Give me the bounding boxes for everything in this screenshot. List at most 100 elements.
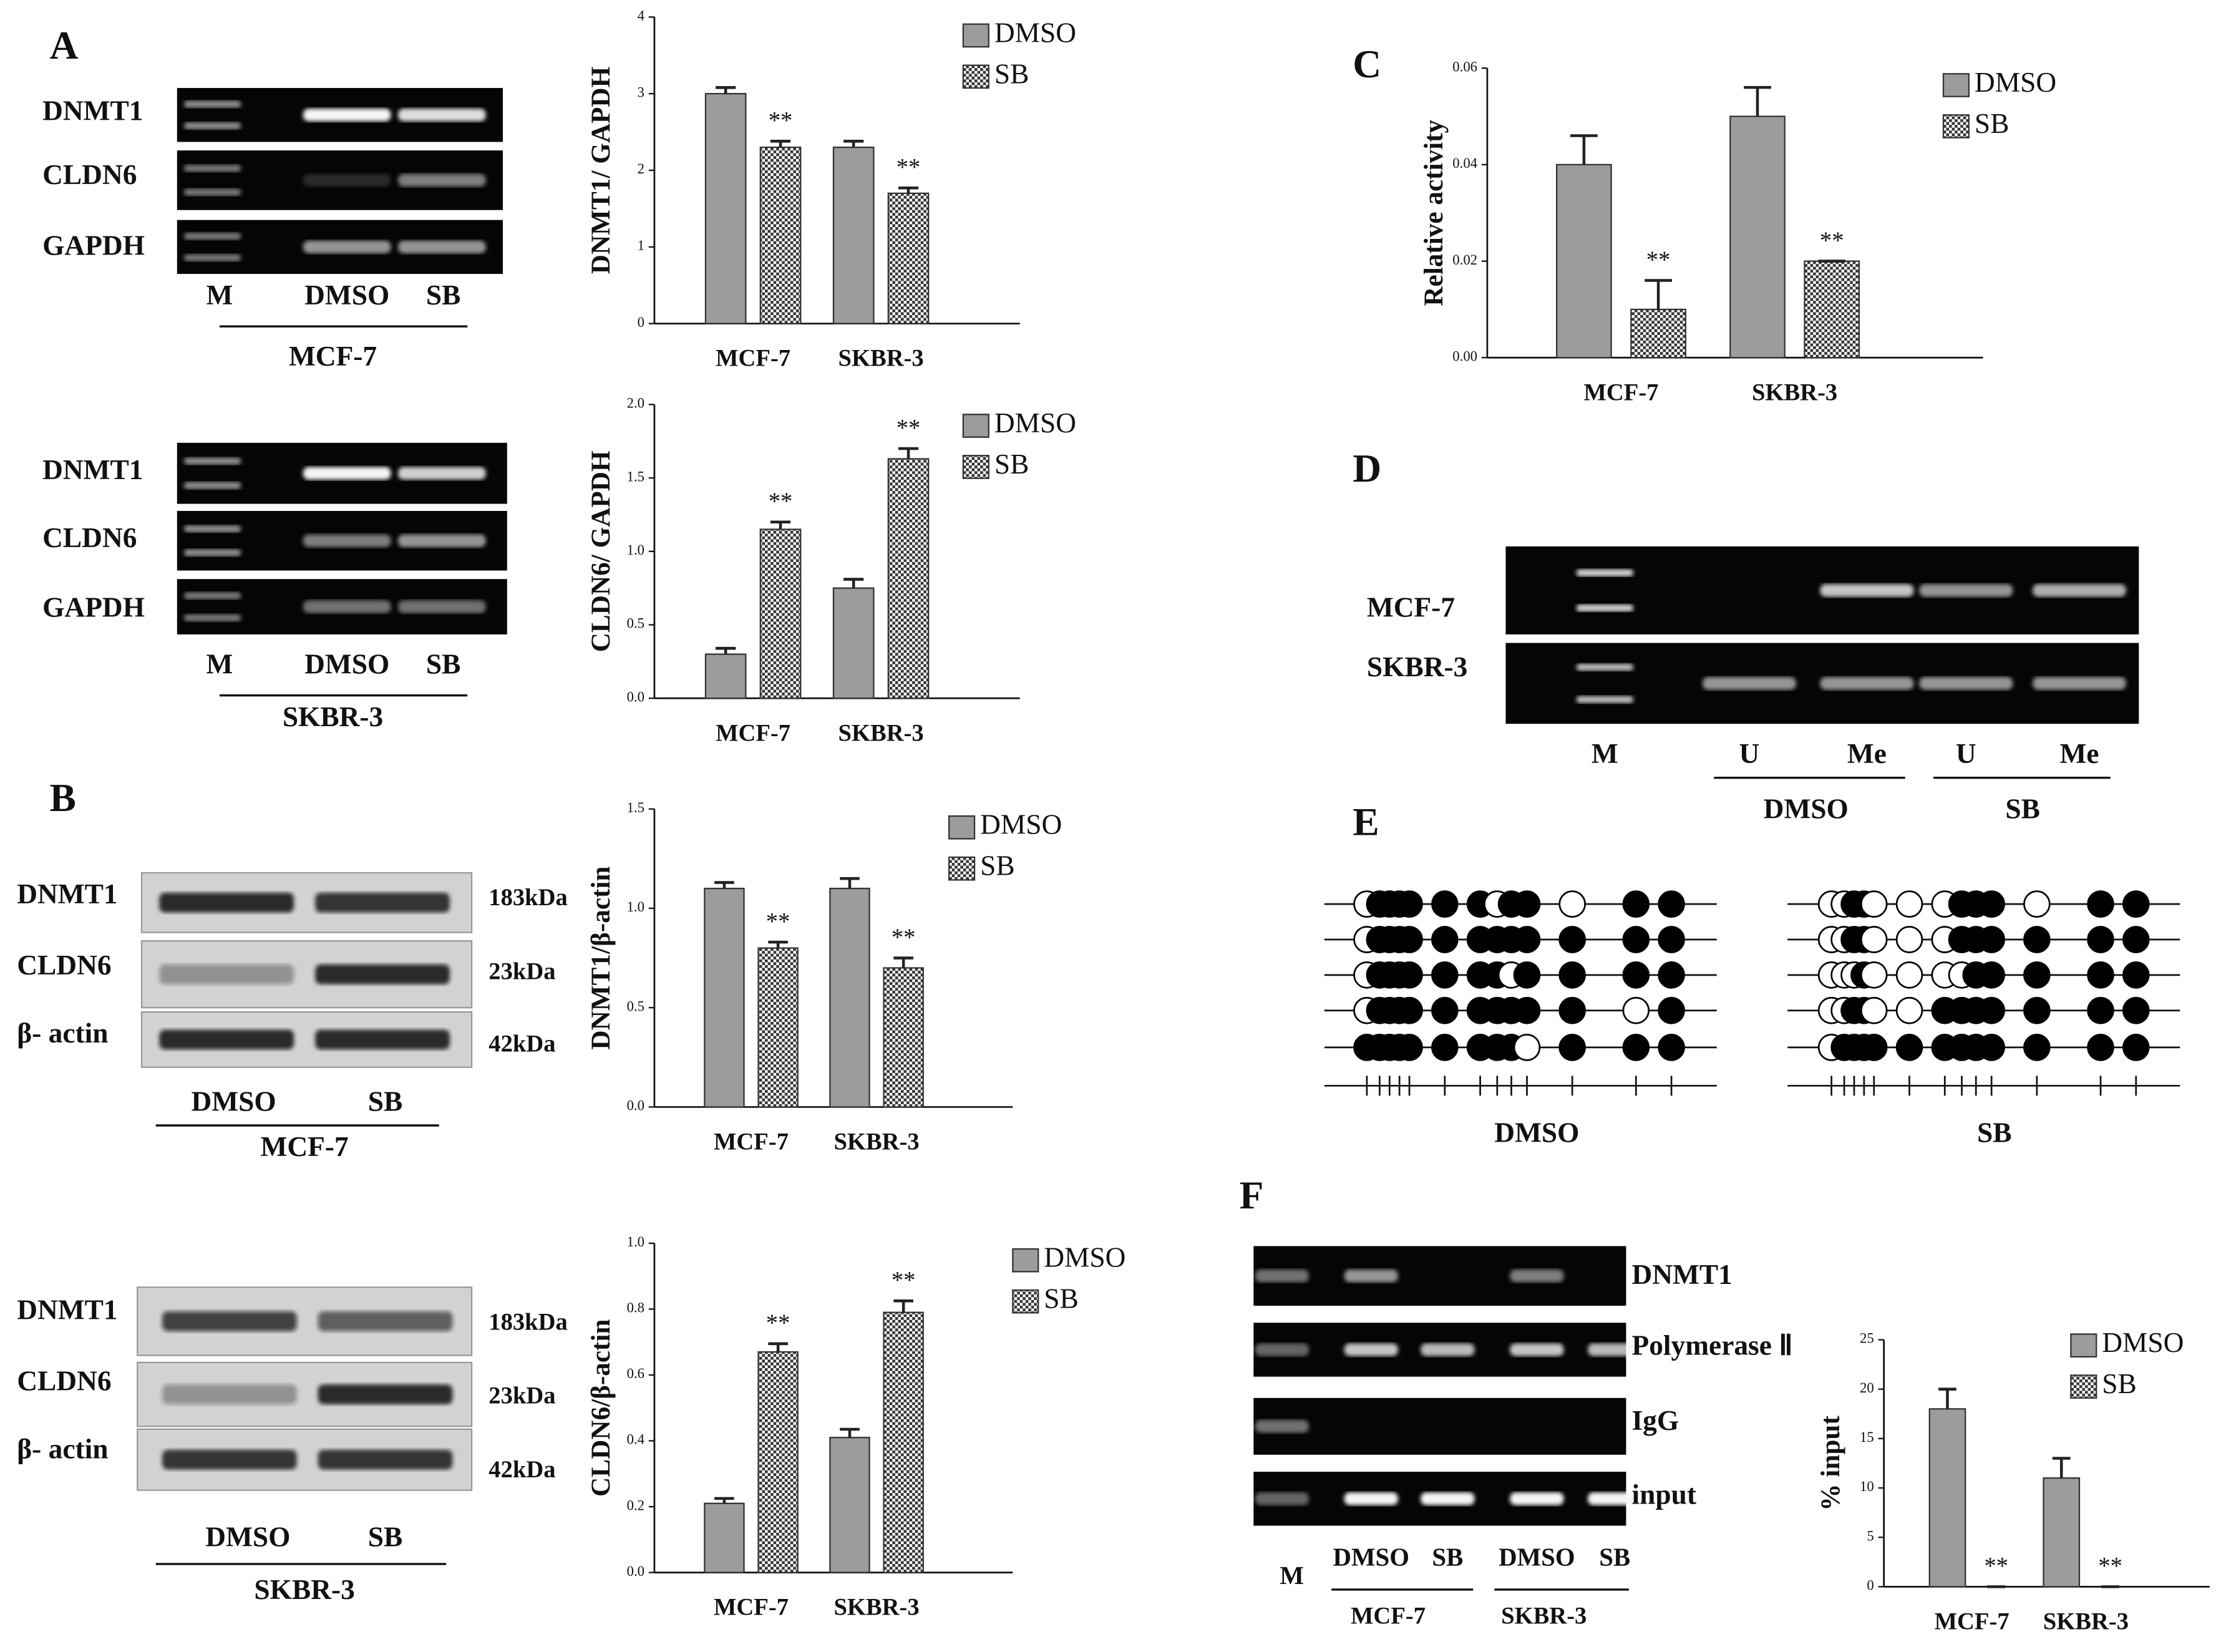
y-axis-label: DNMT1/β-actin xyxy=(586,867,616,1050)
significance-mark: ** xyxy=(897,415,921,441)
legend-label: DMSO xyxy=(1975,66,2056,98)
ladder-band xyxy=(184,457,241,465)
y-tick-label: 1.5 xyxy=(627,469,644,484)
cpg-site xyxy=(1895,1034,1923,1061)
ladder-band xyxy=(184,549,241,556)
cpg-site xyxy=(1860,996,1888,1024)
panel-letter: E xyxy=(1353,800,1379,844)
lane-label: M xyxy=(1280,1562,1304,1590)
cpg-site xyxy=(1622,996,1650,1024)
cpg-site xyxy=(1558,890,1586,918)
cpg-site xyxy=(1622,1034,1650,1061)
lane-label: DMSO xyxy=(304,648,389,680)
ladder-band xyxy=(1576,663,1633,671)
lane-label: DMSO xyxy=(205,1521,290,1553)
lane-label: U xyxy=(1739,737,1760,769)
gel-band xyxy=(397,467,486,480)
legend-swatch xyxy=(2070,1374,2097,1399)
gel-band xyxy=(303,467,391,480)
y-tick-label: 2 xyxy=(638,161,644,177)
bar xyxy=(832,587,875,699)
legend-label: SB xyxy=(1975,107,2010,139)
y-tick-label: 0.6 xyxy=(627,1366,644,1381)
panel-letter: B xyxy=(49,775,75,820)
ladder-band xyxy=(184,100,241,108)
ladder-band xyxy=(184,165,241,172)
cpg-site xyxy=(1860,961,1888,989)
gel-row-label: SKBR-3 xyxy=(1367,651,1467,683)
x-tick-label: SKBR-3 xyxy=(833,1129,919,1155)
error-bar xyxy=(768,1342,788,1352)
error-bar xyxy=(714,1497,734,1504)
gel-band xyxy=(2033,584,2126,597)
cpg-site xyxy=(2122,961,2150,989)
cpg-site xyxy=(1513,1034,1541,1061)
bar xyxy=(1804,260,1860,359)
bar xyxy=(704,887,745,1108)
gel-band xyxy=(159,964,294,984)
gel-band xyxy=(318,1384,453,1405)
gel-band xyxy=(1820,584,1914,597)
error-bar xyxy=(716,646,736,654)
blot-row-label: CLDN6 xyxy=(17,1364,111,1396)
cpg-site xyxy=(2023,996,2051,1024)
gel-band xyxy=(1344,1269,1398,1283)
bar xyxy=(1556,163,1612,359)
bar xyxy=(757,947,799,1108)
legend-label: SB xyxy=(994,448,1029,480)
y-tick-label: 1.0 xyxy=(627,1234,644,1250)
bar xyxy=(883,1311,924,1573)
cpg-site xyxy=(1895,890,1923,918)
error-bar xyxy=(1938,1387,1956,1409)
cpg-site xyxy=(1431,1034,1459,1061)
legend-swatch xyxy=(1012,1248,1039,1273)
error-bar xyxy=(714,881,734,889)
ladder-band xyxy=(184,482,241,489)
cell-line-label: SKBR-3 xyxy=(254,1573,354,1605)
cpg-site xyxy=(2087,996,2114,1024)
error-bar xyxy=(893,1299,913,1313)
y-tick-label: 25 xyxy=(1860,1331,1874,1346)
x-tick-label: MCF-7 xyxy=(714,1595,789,1621)
blot-row-label: β- actin xyxy=(17,1433,108,1465)
gel-band xyxy=(303,534,391,547)
y-tick-label: 0 xyxy=(638,314,644,330)
cpg-site xyxy=(1658,996,1685,1024)
lane-label: M xyxy=(206,279,233,311)
legend-swatch xyxy=(1942,114,1970,138)
y-tick-label: 0.4 xyxy=(627,1432,644,1447)
ladder-band xyxy=(184,122,241,130)
gel-band xyxy=(1919,584,2013,597)
legend-label: SB xyxy=(994,57,1029,89)
legend-label: DMSO xyxy=(980,809,1062,840)
cpg-site xyxy=(1658,961,1685,989)
x-tick-label: MCF-7 xyxy=(716,346,790,372)
significance-mark: ** xyxy=(769,488,793,515)
significance-mark: ** xyxy=(769,108,793,134)
gel-band xyxy=(1421,1343,1475,1356)
gel-row-label: MCF-7 xyxy=(1367,591,1455,623)
bar xyxy=(832,146,875,324)
gel-band xyxy=(397,173,486,187)
blot-row-label: DNMT1 xyxy=(17,878,117,910)
cpg-site xyxy=(1513,890,1541,918)
ladder-band xyxy=(184,232,241,240)
error-bar xyxy=(1570,134,1598,165)
bar xyxy=(704,653,747,699)
gel-band xyxy=(303,173,391,187)
legend-swatch xyxy=(1012,1289,1039,1314)
gel-band xyxy=(1510,1343,1564,1356)
gel-band xyxy=(1703,677,1796,690)
gel-band xyxy=(318,1311,453,1331)
x-tick-label: MCF-7 xyxy=(716,720,790,746)
cpg-site xyxy=(2122,890,2150,918)
gel-row-label: Polymerase Ⅱ xyxy=(1632,1329,1793,1361)
cpg-site xyxy=(1895,996,1923,1024)
legend-label: SB xyxy=(1044,1283,1079,1314)
significance-mark: ** xyxy=(892,1267,916,1293)
legend-swatch xyxy=(948,815,976,840)
gel-row-label: IgG xyxy=(1632,1404,1679,1436)
y-axis-label: DNMT1/ GAPDH xyxy=(586,67,616,275)
cell-line-label: MCF-7 xyxy=(289,340,377,372)
